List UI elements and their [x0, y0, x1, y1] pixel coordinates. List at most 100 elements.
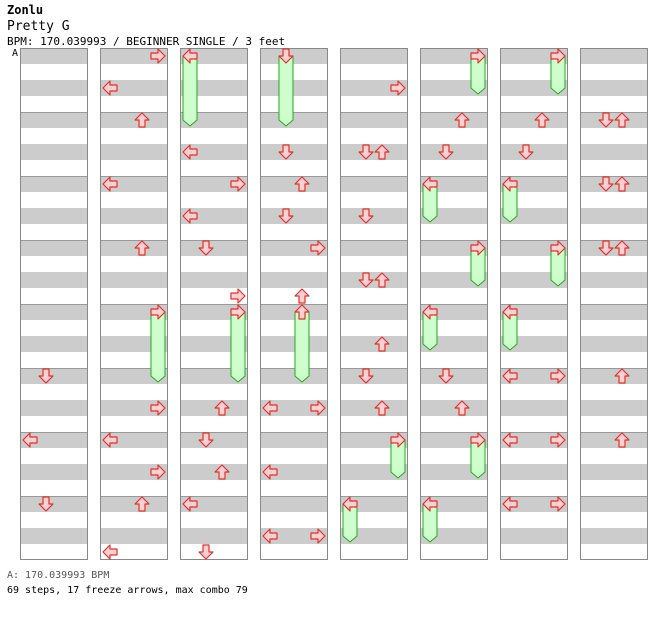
beat-stripe — [580, 368, 648, 384]
beat-stripe — [580, 240, 648, 256]
beat-stripe — [260, 432, 328, 448]
freeze-arrow-body — [182, 55, 198, 127]
arrow-down-icon — [278, 144, 294, 160]
arrow-right-icon — [550, 48, 566, 64]
beat-stripe — [20, 496, 88, 512]
beat-stripe — [180, 176, 248, 192]
arrow-right-icon — [230, 288, 246, 304]
arrow-right-icon — [470, 240, 486, 256]
arrow-right-icon — [390, 432, 406, 448]
arrow-left-icon — [422, 304, 438, 320]
beat-stripe — [180, 208, 248, 224]
beat-stripe — [20, 144, 88, 160]
arrow-right-icon — [310, 528, 326, 544]
beat-stripe — [580, 464, 648, 480]
beat-stripe — [580, 432, 648, 448]
beat-stripe — [100, 464, 168, 480]
arrow-down-icon — [358, 368, 374, 384]
arrow-up-icon — [134, 240, 150, 256]
arrow-down-icon — [598, 112, 614, 128]
arrow-left-icon — [102, 80, 118, 96]
arrow-up-icon — [374, 400, 390, 416]
beat-stripe — [420, 368, 488, 384]
arrow-right-icon — [230, 176, 246, 192]
arrow-left-icon — [502, 176, 518, 192]
beat-stripe — [340, 336, 408, 352]
beat-stripe — [580, 400, 648, 416]
beat-stripe — [260, 368, 328, 384]
beat-stripe — [500, 432, 568, 448]
arrow-up-icon — [134, 496, 150, 512]
arrow-left-icon — [342, 496, 358, 512]
beat-stripe — [580, 144, 648, 160]
arrow-up-icon — [294, 176, 310, 192]
freeze-arrow-body — [230, 311, 246, 383]
lane-border — [340, 48, 408, 560]
beat-stripe — [340, 368, 408, 384]
arrow-right-icon — [310, 400, 326, 416]
arrow-up-icon — [374, 272, 390, 288]
step-chart — [20, 48, 648, 560]
beat-stripe — [20, 112, 88, 128]
beat-stripe — [340, 272, 408, 288]
beat-stripe — [340, 400, 408, 416]
arrow-down-icon — [438, 368, 454, 384]
beat-stripe — [100, 272, 168, 288]
beat-stripe — [100, 144, 168, 160]
arrow-right-icon — [150, 400, 166, 416]
arrow-up-icon — [374, 336, 390, 352]
arrow-up-icon — [614, 432, 630, 448]
beat-stripe — [500, 464, 568, 480]
arrow-down-icon — [198, 544, 214, 560]
beat-stripe — [340, 144, 408, 160]
beat-stripe — [500, 368, 568, 384]
beat-stripe — [580, 336, 648, 352]
beat-stripe — [20, 80, 88, 96]
beat-stripe — [100, 176, 168, 192]
arrow-left-icon — [502, 368, 518, 384]
beat-stripe — [580, 48, 648, 64]
beat-stripe — [20, 464, 88, 480]
arrow-down-icon — [438, 144, 454, 160]
beat-stripe — [180, 528, 248, 544]
beat-stripe — [100, 528, 168, 544]
arrow-down-icon — [38, 496, 54, 512]
beat-stripe — [260, 112, 328, 128]
beat-stripe — [420, 400, 488, 416]
beat-stripe — [260, 176, 328, 192]
beat-stripe — [180, 496, 248, 512]
arrow-right-icon — [310, 240, 326, 256]
beat-stripe — [20, 208, 88, 224]
arrow-down-icon — [598, 176, 614, 192]
beat-stripe — [20, 400, 88, 416]
arrow-up-icon — [614, 112, 630, 128]
arrow-right-icon — [550, 432, 566, 448]
beat-stripe — [340, 176, 408, 192]
arrow-down-icon — [38, 368, 54, 384]
lane-border — [500, 48, 568, 560]
beat-stripe — [340, 208, 408, 224]
beat-stripe — [500, 400, 568, 416]
arrow-up-icon — [454, 112, 470, 128]
beat-stripe — [260, 336, 328, 352]
lane-border — [20, 48, 88, 560]
beat-stripe — [420, 144, 488, 160]
freeze-arrow-body — [294, 311, 310, 383]
beat-stripe — [500, 496, 568, 512]
arrow-left-icon — [22, 432, 38, 448]
beat-stripe — [260, 48, 328, 64]
arrow-left-icon — [182, 48, 198, 64]
beat-stripe — [580, 112, 648, 128]
beat-stripe — [580, 304, 648, 320]
arrow-left-icon — [502, 432, 518, 448]
lane-border — [180, 48, 248, 560]
arrow-left-icon — [502, 496, 518, 512]
beat-stripe — [180, 240, 248, 256]
beat-stripe — [340, 240, 408, 256]
bpm-marker-label: A — [12, 48, 19, 59]
lane-border — [260, 48, 328, 560]
arrow-left-icon — [422, 176, 438, 192]
arrow-up-icon — [534, 112, 550, 128]
beat-stripe — [180, 432, 248, 448]
lane-border — [420, 48, 488, 560]
